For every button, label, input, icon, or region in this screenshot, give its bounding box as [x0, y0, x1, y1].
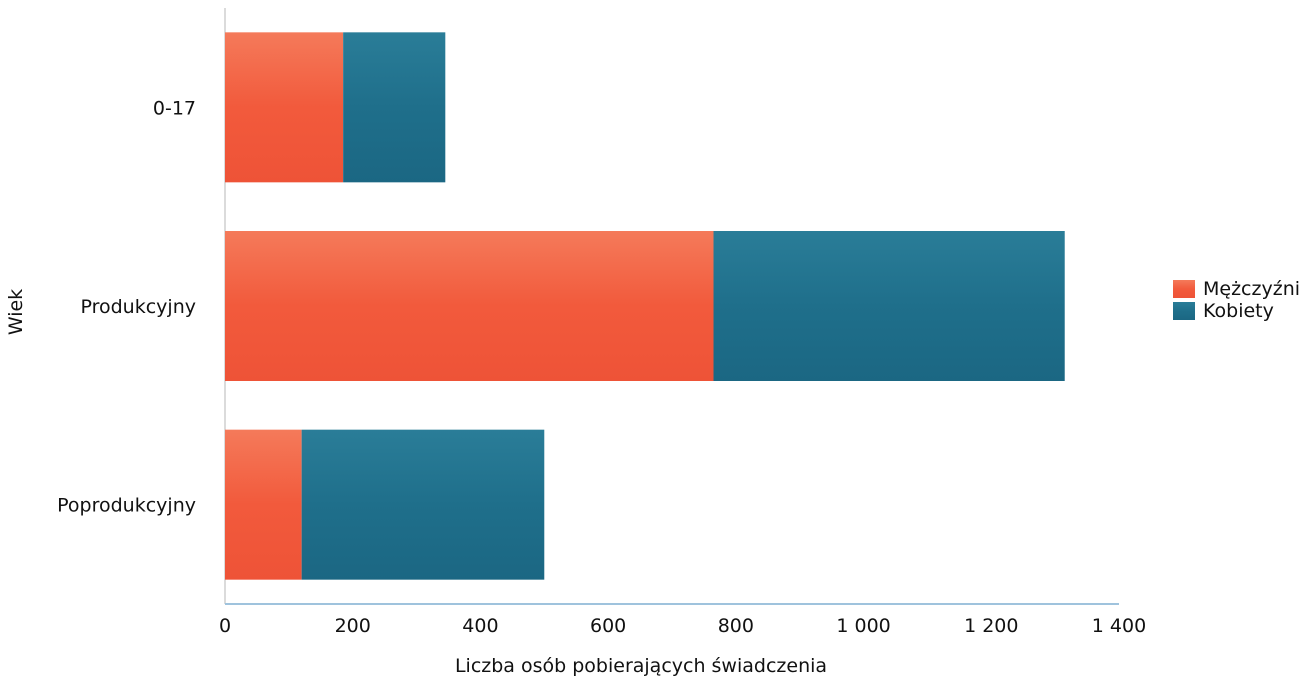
bar-women-0: [343, 32, 446, 183]
x-tick-label: 1 000: [836, 615, 890, 637]
legend-swatch-women: [1173, 302, 1195, 320]
bar-men-2: [225, 429, 302, 580]
legend-label: Mężczyźni: [1203, 278, 1300, 300]
y-axis-title: Wiek: [5, 289, 27, 335]
bar-men-0: [225, 32, 344, 183]
plot-area: 0-17 Produkcyjny Poprodukcyjny 0 200 400 600 80…: [57, 8, 1146, 637]
x-axis-title: Liczba osób pobierających świadczenia: [455, 655, 827, 677]
x-tick-label: 1 400: [1092, 615, 1146, 637]
y-tick-label: 0-17: [153, 97, 196, 119]
x-tick-label: 1 200: [964, 615, 1018, 637]
bar-men-1: [225, 231, 714, 381]
x-tick-label: 800: [718, 615, 754, 637]
x-tick-label: 400: [462, 615, 498, 637]
bar-women-2: [301, 429, 545, 580]
y-tick-label: Poprodukcyjny: [57, 495, 196, 517]
x-tick-label: 600: [590, 615, 626, 637]
y-tick-label: Produkcyjny: [80, 296, 196, 318]
legend-label: Kobiety: [1203, 300, 1274, 322]
x-tick-label: 0: [219, 615, 231, 637]
x-tick-label: 200: [335, 615, 371, 637]
bar-women-1: [713, 231, 1065, 381]
legend-swatch-men: [1173, 280, 1195, 298]
